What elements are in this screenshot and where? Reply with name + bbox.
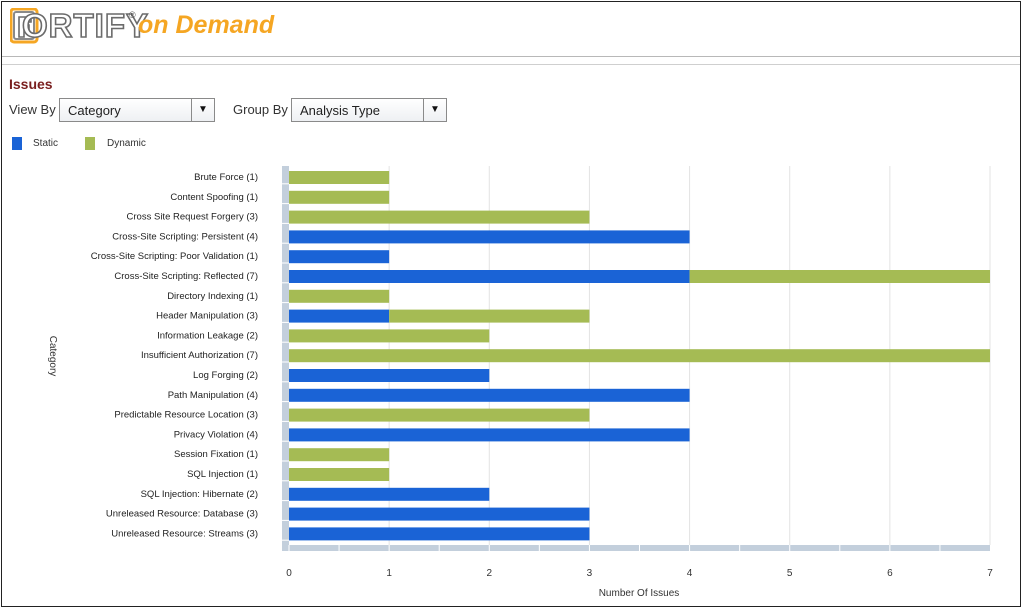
bar-static <box>289 250 390 264</box>
bar-dynamic <box>289 190 390 204</box>
x-tick-label: 6 <box>887 568 893 579</box>
view-by-value: Category <box>68 103 121 118</box>
bar-dynamic <box>289 289 390 303</box>
logo-on-demand: on Demand <box>138 11 275 39</box>
view-by-select[interactable]: Category ▼ <box>59 98 215 122</box>
chart-category-labels: Brute Force (1) Content Spoofing (1) Cross… <box>91 172 258 539</box>
bar-dynamic <box>289 210 590 224</box>
bar-dynamic <box>689 270 990 283</box>
group-by-select[interactable]: Analysis Type ▼ <box>291 98 447 122</box>
bar-dynamic <box>389 309 590 323</box>
category-label: Log Forging (2) <box>193 370 258 381</box>
category-label: Unreleased Resource: Streams (3) <box>111 528 258 539</box>
chart-bars <box>289 171 990 541</box>
category-label: Cross-Site Scripting: Persistent (4) <box>112 231 258 242</box>
bar-static <box>289 369 490 382</box>
legend-label-static: Static <box>33 138 59 149</box>
bar-dynamic <box>289 329 490 343</box>
chevron-down-icon[interactable]: ▼ <box>191 99 214 121</box>
category-label: Information Leakage (2) <box>157 330 258 341</box>
group-by-value: Analysis Type <box>300 103 380 118</box>
category-label: Header Manipulation (3) <box>156 311 258 322</box>
header-divider <box>2 56 1020 57</box>
x-axis-band <box>282 545 990 551</box>
legend-label-dynamic: Dynamic <box>107 138 146 149</box>
category-label: SQL Injection: Hibernate (2) <box>141 489 258 500</box>
category-label: Session Fixation (1) <box>174 449 258 460</box>
x-tick-label: 4 <box>687 568 693 579</box>
x-tick-label: 7 <box>987 568 993 579</box>
bar-static <box>289 388 690 402</box>
category-label: SQL Injection (1) <box>187 469 258 480</box>
x-tick-label: 0 <box>286 568 292 579</box>
bar-static <box>289 428 690 442</box>
bar-static <box>289 270 690 283</box>
bar-dynamic <box>289 448 390 462</box>
x-tick-label: 1 <box>386 568 392 579</box>
group-by-label: Group By <box>233 102 288 117</box>
bar-dynamic <box>289 468 390 481</box>
category-label: Content Spoofing (1) <box>170 192 258 203</box>
x-tick-label: 2 <box>487 568 493 579</box>
category-label: Directory Indexing (1) <box>167 291 258 302</box>
view-by-label: View By <box>9 102 56 117</box>
category-label: Insufficient Authorization (7) <box>141 350 258 361</box>
x-tick-label: 5 <box>787 568 793 579</box>
fortify-logo-icon <box>10 8 39 44</box>
y-axis-band <box>282 166 289 551</box>
category-label: Predictable Resource Location (3) <box>114 410 258 421</box>
page-title: Issues <box>9 76 53 92</box>
bar-static <box>289 507 590 521</box>
logo-wordmark: ORTIFY <box>21 7 149 45</box>
chart-x-ticks: 0 1 2 3 4 5 6 7 <box>286 568 993 579</box>
x-tick-label: 3 <box>587 568 593 579</box>
chevron-down-icon[interactable]: ▼ <box>423 99 446 121</box>
x-axis-title: Number Of Issues <box>599 588 680 599</box>
logo-trademark: ® <box>129 10 136 20</box>
bar-static <box>289 527 590 541</box>
header-divider-secondary <box>2 64 1020 65</box>
bar-dynamic <box>289 408 590 422</box>
category-label: Path Manipulation (4) <box>168 390 258 401</box>
category-label: Brute Force (1) <box>194 172 258 183</box>
bar-dynamic <box>289 171 390 184</box>
category-label: Cross-Site Scripting: Reflected (7) <box>114 271 258 282</box>
bar-dynamic <box>289 349 990 363</box>
header: ORTIFY ® on Demand <box>2 2 1020 56</box>
bar-static <box>289 487 490 501</box>
category-label: Cross Site Request Forgery (3) <box>127 212 258 223</box>
category-label: Privacy Violation (4) <box>174 429 258 440</box>
legend-swatch-static <box>12 137 22 150</box>
category-label: Unreleased Resource: Database (3) <box>106 509 258 520</box>
bar-static <box>289 230 690 244</box>
bar-static <box>289 309 390 323</box>
legend-swatch-dynamic <box>85 137 95 150</box>
category-label: Cross-Site Scripting: Poor Validation (1… <box>91 251 258 262</box>
y-axis-title: Category <box>47 336 58 377</box>
chart-axis-bands <box>282 166 990 551</box>
